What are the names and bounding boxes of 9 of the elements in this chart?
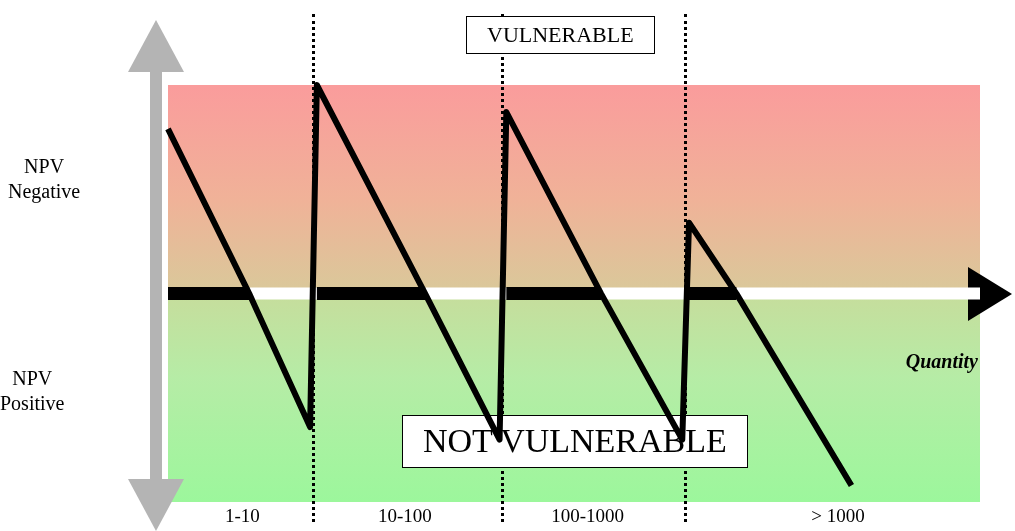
x-tick-label: 100-1000 bbox=[551, 504, 624, 526]
x-tick-label: > 1000 bbox=[811, 504, 865, 526]
annotation: NOT VULNERABLE bbox=[402, 415, 748, 468]
text: VULNERABLE bbox=[466, 16, 655, 54]
x-tick-label: 1-10 bbox=[225, 504, 260, 526]
x-axis-title: Quantity bbox=[905, 348, 978, 374]
text: NPV Positive bbox=[0, 366, 65, 416]
text: NPV Negative bbox=[8, 154, 81, 204]
x-tick-label: 10-100 bbox=[377, 504, 432, 526]
